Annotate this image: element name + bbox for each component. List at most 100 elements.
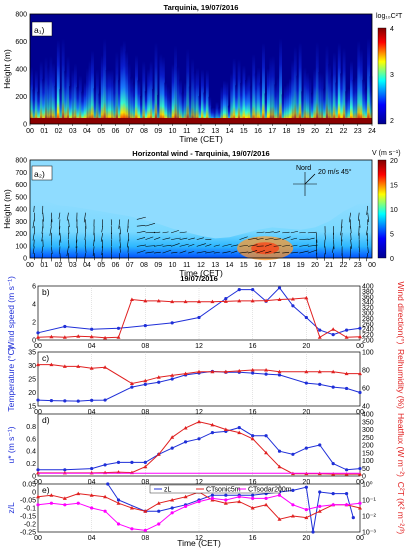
panel-ylabel-left: z/L: [6, 502, 16, 514]
series-point: [331, 462, 335, 466]
series-point: [250, 298, 255, 303]
series-point: [170, 511, 174, 515]
panel-xtick: 00: [34, 409, 42, 416]
panel-a1-xtick: 15: [240, 128, 248, 135]
panel-a2-wind-arrow: [247, 244, 258, 247]
panel-a1-xtick: 09: [154, 128, 162, 135]
panel-a2-wind-arrow: [119, 226, 122, 235]
panel-a2-xtick: 14: [226, 262, 234, 269]
panel-a2-wind-arrow: [290, 237, 298, 240]
panel-a2-wind-arrow: [179, 250, 187, 254]
panel-a2-wind-arrow: [290, 230, 299, 234]
panel-ytick-left: 0.6: [26, 436, 36, 443]
panel-a1-cell: [66, 55, 70, 124]
series-point: [358, 506, 362, 510]
series-point: [63, 324, 67, 329]
panel-a2-wind-arrow: [153, 237, 161, 240]
panel-xtick: 08: [141, 409, 149, 416]
panel-a2-wind-arrow: [145, 223, 156, 227]
panel-a2-wind-arrow: [273, 251, 280, 254]
panel-a1-cell: [364, 88, 368, 124]
panel-a2-colorbar-tick: 0: [390, 256, 394, 263]
series-point: [103, 335, 108, 340]
panel-a2-wind-arrow: [299, 244, 309, 247]
panel-ytick-right: 200: [362, 338, 374, 345]
panel-a2-xtick: 10: [169, 262, 177, 269]
series-line: [107, 483, 354, 533]
panel-a1-cell: [254, 73, 258, 124]
panel-a2-wind-arrow: [119, 239, 121, 248]
panel-a2-xtick: 23: [354, 262, 362, 269]
series-point: [63, 503, 67, 507]
panel-ytick-left: -0.1: [24, 506, 36, 513]
panel-a1-cell: [291, 60, 295, 124]
panel-a1-cell: [310, 92, 314, 124]
series-point: [210, 431, 215, 435]
panel-a1-cell: [98, 93, 102, 124]
panel-a1-cell: [264, 93, 268, 124]
series-point: [49, 362, 54, 367]
series-point: [317, 509, 322, 513]
panel-ytick-left: -0.25: [20, 530, 36, 537]
panel-a1-xtick: 04: [83, 128, 91, 135]
panel-a2-wind-arrow: [349, 253, 351, 261]
panel-a1-cell: [325, 45, 329, 124]
series-point: [156, 375, 161, 379]
panel-a2-wind-arrow: [136, 216, 146, 220]
panel-ylabel-right: Wind direction(°): [396, 282, 406, 345]
series-point: [277, 373, 282, 377]
panel-ytick-right: 400: [362, 284, 374, 291]
panel-a1-xtick: 23: [354, 128, 362, 135]
panel-a2-wind-arrow: [101, 253, 103, 262]
panel-ytick-right: 280: [362, 316, 374, 323]
panel-a2: Horizontal wind - Tarquinia, 19/07/2016 a…: [2, 149, 401, 278]
panel-a2-wind-arrow: [119, 246, 121, 253]
panel-a2-wind-arrow: [83, 212, 86, 223]
series-point: [210, 369, 215, 374]
panel-ytick-right: 40: [362, 404, 370, 411]
series-point: [331, 492, 335, 496]
panel-a2-wind-arrow: [51, 212, 53, 223]
series-point: [130, 527, 134, 531]
panel-a1-xlabel: Time (CET): [179, 134, 223, 144]
series-point: [103, 398, 107, 402]
panel-a1-xtick: 13: [211, 128, 219, 135]
panel-a1-cell: [127, 62, 131, 124]
panel-a2-wind-arrow: [282, 236, 291, 240]
panel-a2-ytick: 600: [15, 182, 27, 189]
panel-a2-wind-arrow: [366, 253, 369, 262]
series-point: [237, 495, 241, 499]
series-point: [210, 496, 215, 500]
series-point: [237, 298, 242, 303]
panel-a1-ytick: 600: [15, 39, 27, 46]
panel-ytick-right: 80: [362, 368, 370, 375]
panel-a1-xtick: 17: [268, 128, 276, 135]
panel-a1-cell: [193, 72, 197, 124]
series-line: [37, 287, 361, 336]
panel-a2-xtick: 22: [340, 262, 348, 269]
panel-a1-cell: [81, 91, 85, 124]
panel-a2-wind-arrow: [307, 249, 318, 254]
panel-a2-xtick: 13: [211, 262, 219, 269]
panel-a1-cell: [69, 86, 72, 124]
series-point: [116, 501, 121, 505]
series-point: [143, 509, 148, 513]
panel-ylabel-left: Wind speed (m s⁻¹): [6, 276, 16, 350]
panel-a2-xtick: 09: [154, 262, 162, 269]
series-point: [318, 443, 322, 447]
panel-a1-cell: [315, 42, 319, 124]
series-point: [264, 298, 269, 303]
panel-a2-wind-arrow: [213, 244, 220, 247]
panel-a1-cell: [105, 69, 109, 124]
series-point: [197, 500, 201, 504]
panel-a2-xtick: 17: [268, 262, 276, 269]
panel-a1-cell: [230, 72, 234, 124]
series-point: [318, 382, 322, 386]
panel-a1-cell: [247, 74, 251, 124]
panel-a2-ytick: 300: [15, 219, 27, 226]
panel-xtick: 04: [88, 409, 96, 416]
panel-a2-wind-arrow: [42, 212, 44, 222]
panel-a1-cell: [196, 67, 199, 124]
panel-a2-wind-arrow: [59, 253, 61, 262]
